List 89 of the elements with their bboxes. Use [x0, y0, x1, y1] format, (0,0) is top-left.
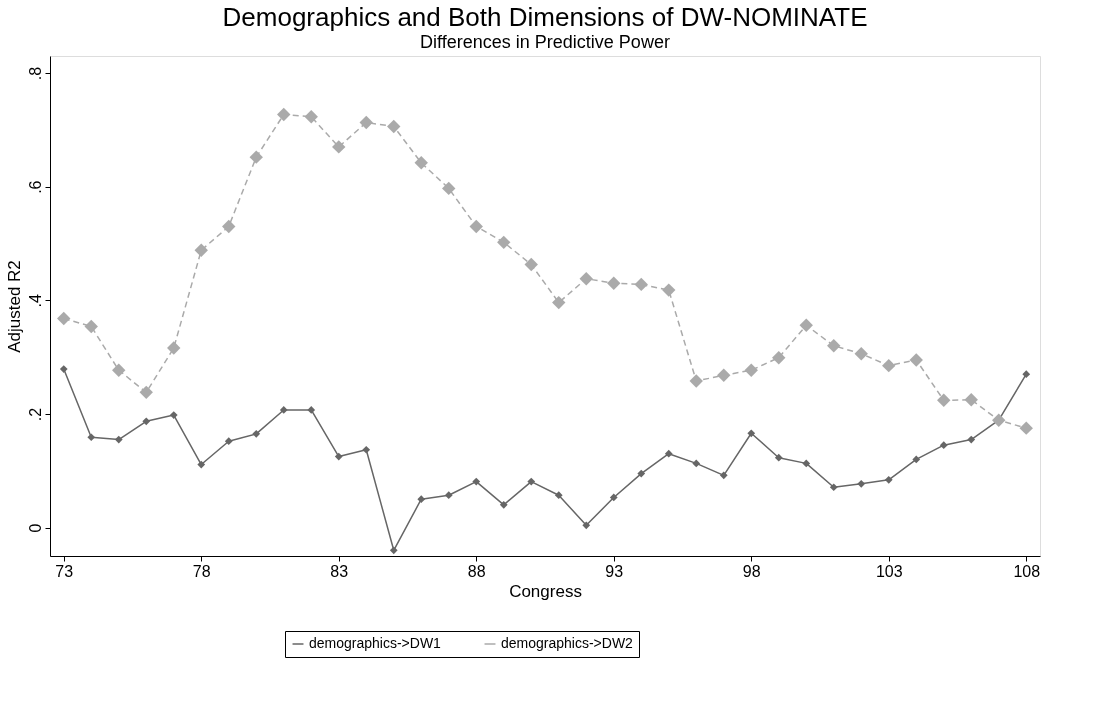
point [497, 235, 511, 250]
point [717, 368, 731, 383]
point [854, 347, 868, 361]
point [692, 459, 701, 468]
point [802, 459, 811, 468]
point [747, 429, 756, 438]
point [169, 411, 178, 419]
point [607, 276, 621, 290]
x-tick-label: 93 [605, 562, 624, 580]
x-tick-label: 88 [467, 562, 486, 580]
x-tick-label: 78 [192, 562, 211, 580]
point [59, 365, 68, 373]
point [882, 358, 896, 373]
x-tick-label: 108 [1013, 562, 1041, 580]
point [167, 341, 181, 355]
point [827, 339, 841, 353]
point [662, 283, 676, 297]
x-tick-label: 98 [742, 562, 761, 580]
point [307, 406, 316, 414]
point [279, 406, 288, 414]
point [112, 363, 126, 377]
point [637, 469, 646, 478]
point [1022, 370, 1031, 379]
point [582, 521, 591, 530]
point [222, 219, 236, 234]
y-tick-label: .2 [26, 407, 44, 422]
point [472, 477, 481, 486]
legend-label: demographics->DW2 [501, 635, 634, 651]
x-tick-label: 73 [55, 562, 74, 580]
point [442, 181, 456, 196]
point [57, 311, 71, 326]
point [744, 363, 758, 377]
y-tick-label: .4 [26, 294, 44, 308]
point [967, 435, 976, 444]
y-tick-label: .8 [26, 66, 44, 81]
point [197, 460, 206, 469]
point [1019, 421, 1033, 435]
legend-label: demographics->DW1 [309, 635, 442, 651]
point [857, 479, 866, 488]
point [719, 471, 728, 480]
x-tick-label: 103 [875, 562, 903, 580]
point [499, 500, 508, 509]
point [87, 433, 96, 442]
y-tick-label: .6 [26, 180, 44, 194]
point [332, 140, 346, 154]
point [829, 483, 838, 492]
point [912, 455, 921, 464]
point [142, 417, 151, 426]
x-axis-title: Congress [509, 581, 582, 601]
point [414, 156, 428, 170]
point [609, 493, 618, 502]
point [664, 449, 673, 458]
y-tick-label: 0 [26, 523, 44, 533]
point [964, 393, 978, 407]
point [84, 319, 98, 334]
point [469, 219, 483, 234]
point [552, 295, 566, 310]
point [194, 243, 208, 258]
chart-title: Demographics and Both Dimensions of DW-NOMINATE [222, 2, 868, 32]
point [524, 257, 538, 272]
point [252, 429, 261, 438]
point [884, 475, 893, 484]
point [249, 150, 263, 164]
point [304, 110, 318, 124]
point [444, 491, 453, 500]
y-axis-title: Adjusted R2 [4, 260, 24, 353]
point [139, 385, 153, 400]
point [689, 374, 703, 388]
point [909, 353, 923, 367]
chart-subtitle: Differences in Predictive Power [420, 32, 670, 52]
point [527, 477, 536, 486]
point [359, 115, 373, 130]
point [389, 546, 398, 555]
point [774, 453, 783, 462]
point [387, 119, 401, 134]
point [362, 445, 371, 454]
point [334, 452, 343, 461]
point [937, 393, 951, 408]
point [417, 495, 426, 504]
point [114, 435, 123, 444]
point [579, 272, 593, 286]
point [939, 441, 948, 450]
point [772, 351, 786, 365]
point [634, 277, 648, 292]
point [554, 491, 563, 500]
point [277, 107, 291, 122]
point [799, 318, 813, 333]
point [224, 437, 233, 446]
x-tick-label: 83 [330, 562, 349, 580]
